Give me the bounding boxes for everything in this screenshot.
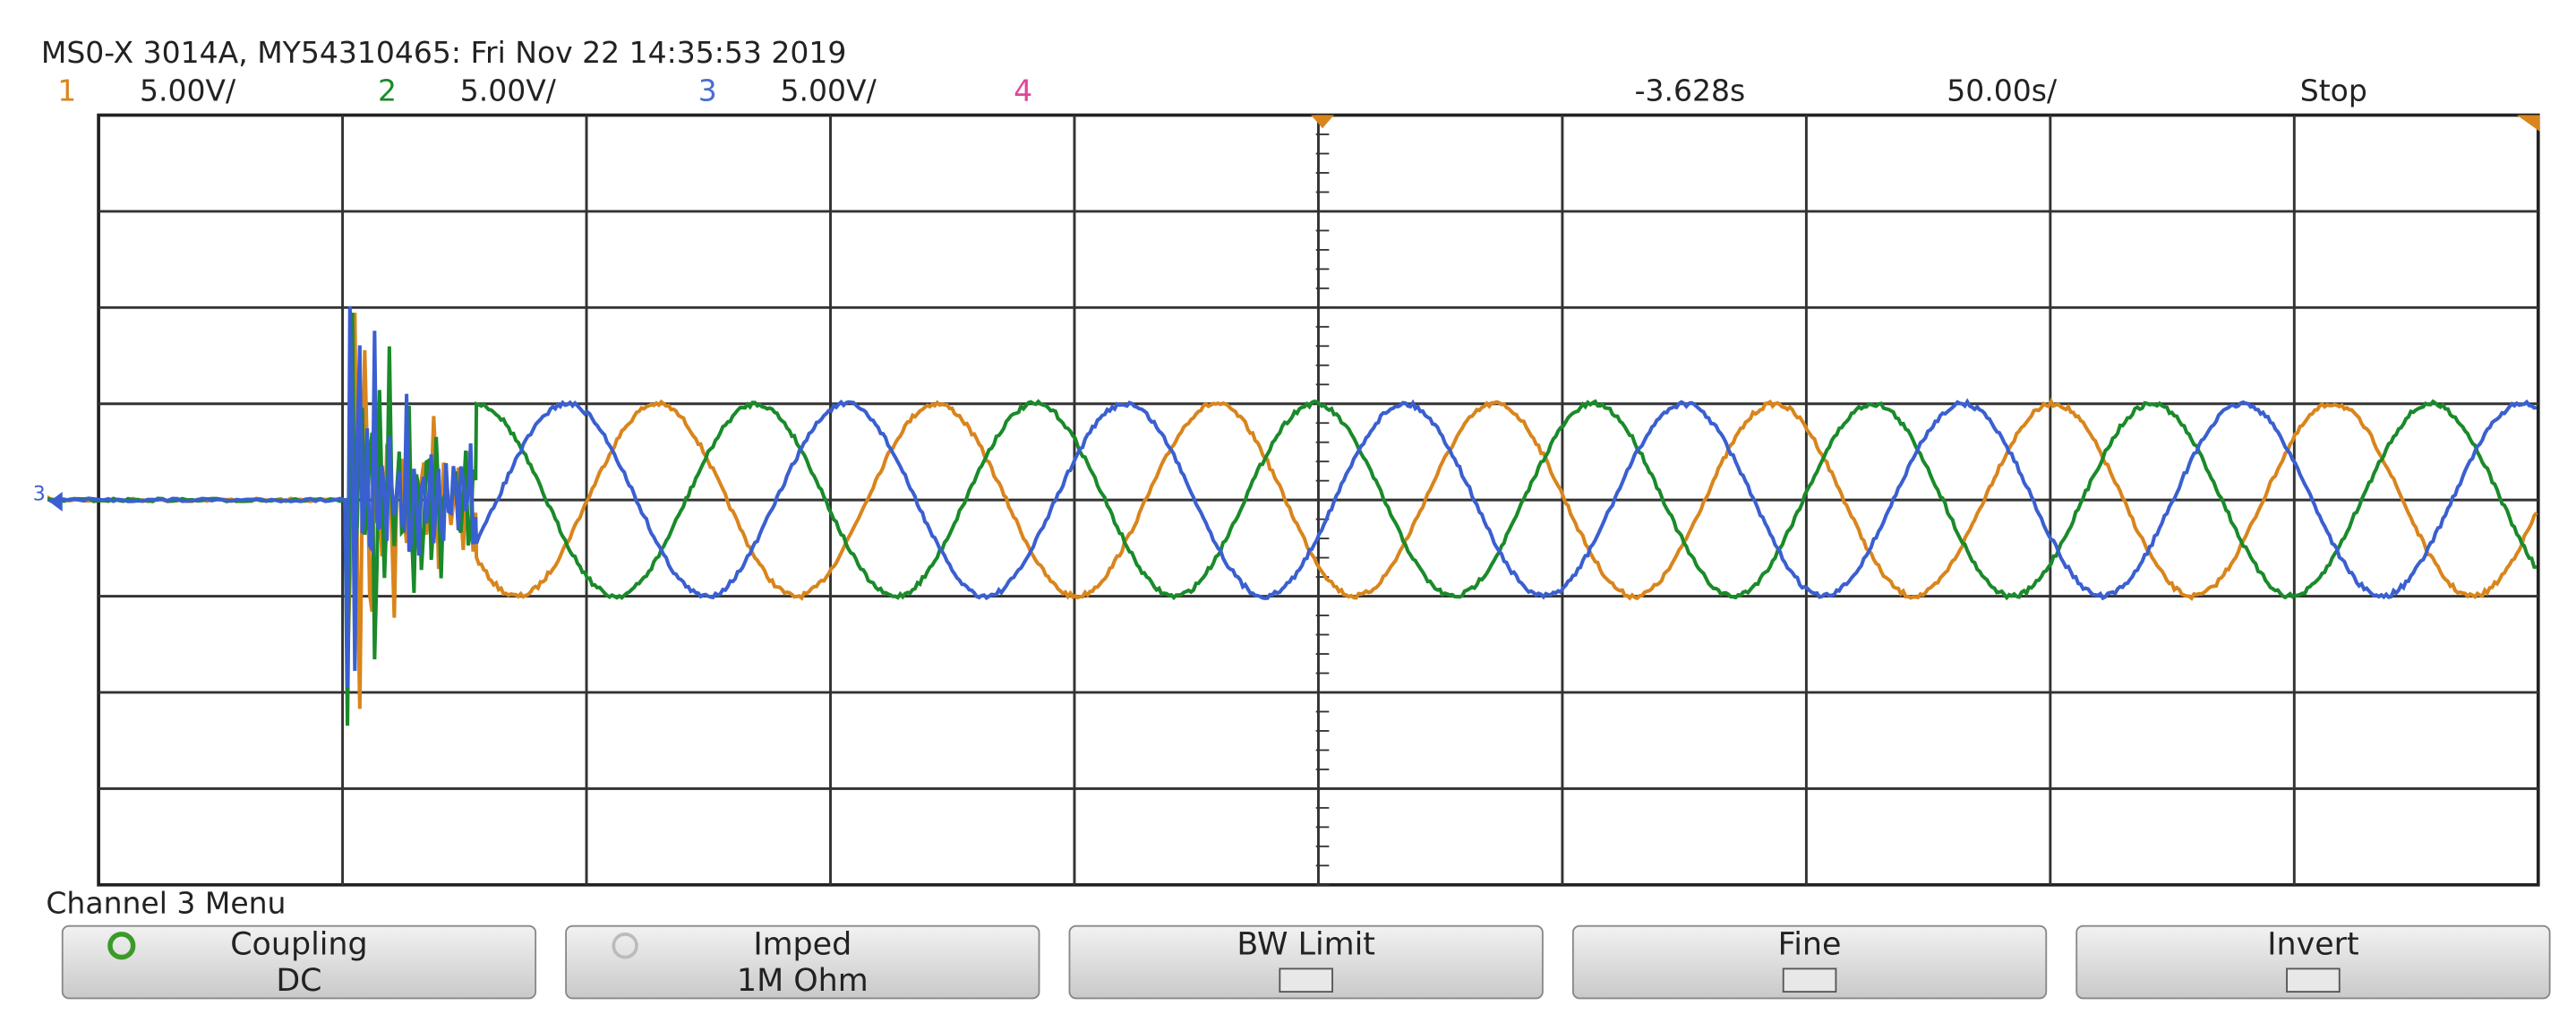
channel-label: 4: [1014, 73, 1032, 107]
softkey[interactable]: [2075, 924, 2551, 1000]
active-icon: [107, 932, 136, 960]
softkey-value: DC: [276, 963, 321, 999]
channel-label: 1: [57, 73, 76, 107]
softkey[interactable]: [1571, 924, 2048, 1000]
channel-scale: 5.00V/: [781, 73, 877, 107]
waveform-trace: [47, 313, 2538, 709]
ground-marker: 3: [33, 484, 46, 506]
softkey-value: 1M Ohm: [737, 963, 869, 999]
time-offset: -3.628s: [1635, 73, 1746, 107]
softkey-label: Coupling: [230, 927, 367, 963]
trigger-level-marker: [2516, 115, 2540, 132]
softkey-label: Fine: [1778, 927, 1842, 963]
waveforms: [47, 305, 2538, 726]
waveform-trace: [47, 313, 2537, 726]
softkey[interactable]: [1068, 924, 1544, 1000]
softkey-label: BW Limit: [1237, 927, 1375, 963]
checkbox[interactable]: [1279, 967, 1333, 993]
checkbox[interactable]: [2286, 967, 2341, 993]
softkey-label: Imped: [753, 927, 852, 963]
inactive-icon: [612, 933, 638, 959]
time-scale: 50.00s/: [1947, 73, 2058, 107]
softkey-label: Invert: [2267, 927, 2358, 963]
checkbox[interactable]: [1782, 967, 1837, 993]
run-status: Stop: [2300, 73, 2367, 107]
waveform-trace: [47, 305, 2537, 687]
graticule: [97, 113, 2540, 887]
menu-title: Channel 3 Menu: [46, 885, 286, 920]
softkey[interactable]: [61, 924, 537, 1000]
channel-scale: 5.00V/: [140, 73, 236, 107]
trigger-marker: [1311, 115, 1334, 129]
channel-scale: 5.00V/: [460, 73, 557, 107]
channel-label: 3: [698, 73, 717, 107]
ground-arrow: [49, 491, 63, 512]
header-title: MS0-X 3014A, MY54310465: Fri Nov 22 14:3…: [41, 35, 847, 70]
softkey[interactable]: [565, 924, 1040, 1000]
channel-label: 2: [378, 73, 397, 107]
